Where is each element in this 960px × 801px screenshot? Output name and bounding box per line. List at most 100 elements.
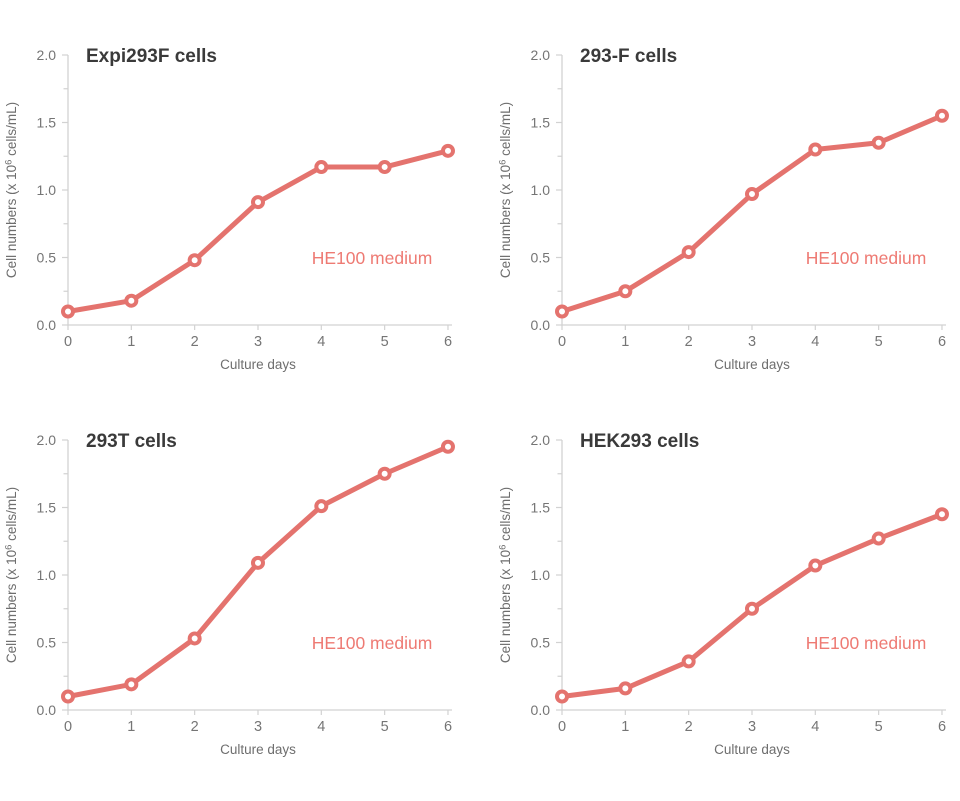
x-axis-title: Culture days [220, 357, 296, 372]
y-tick-labels: 0.0 0.5 1.0 1.5 2.0 [531, 47, 551, 333]
y-axis-title: Cell numbers (x 106 cells/mL) [4, 102, 20, 278]
y-tick-label: 1.5 [37, 499, 57, 515]
chart-title: 293T cells [86, 431, 177, 452]
y-tick-label: 0.5 [37, 634, 57, 650]
data-point [250, 195, 265, 210]
data-point [934, 507, 949, 522]
x-axis-title: Culture days [714, 357, 790, 372]
x-tick-label: 2 [191, 334, 199, 350]
x-tick-label: 1 [621, 719, 629, 735]
chart-panel-hek293: 0.0 0.5 1.0 1.5 2.0 0 1 2 3 4 5 6 Culture days Cell n… [494, 385, 960, 770]
chart-title: HEK293 cells [580, 431, 699, 452]
data-point [808, 558, 823, 573]
x-axis-title: Culture days [714, 742, 790, 757]
chart-panel-expi293f: 0.0 0.5 1.0 1.5 2.0 0 1 2 3 4 5 6 Culture days Cell n… [0, 0, 466, 385]
y-tick-label: 0.5 [531, 249, 551, 265]
x-tick-label: 1 [621, 334, 629, 350]
data-point [377, 466, 392, 481]
y-tick-label: 0.0 [37, 702, 57, 718]
y-tick-label: 2.0 [37, 432, 57, 448]
x-tick-label: 3 [254, 334, 262, 350]
x-tick-label: 4 [317, 334, 325, 350]
x-tick-label: 4 [811, 334, 819, 350]
data-points [61, 143, 455, 319]
y-axis-ticks [556, 54, 562, 326]
x-tick-label: 5 [381, 719, 389, 735]
y-axis-ticks [556, 439, 562, 711]
data-point [124, 293, 139, 308]
growth-chart-293f: 0.0 0.5 1.0 1.5 2.0 0 1 2 3 4 5 6 Culture days Cell n… [498, 46, 949, 372]
data-point [61, 304, 75, 319]
x-tick-label: 2 [685, 719, 693, 735]
y-tick-label: 1.5 [531, 499, 551, 515]
x-axis-ticks: 0 1 2 3 4 5 6 [64, 710, 452, 735]
data-point [681, 245, 696, 260]
x-axis-ticks: 0 1 2 3 4 5 6 [64, 325, 452, 350]
axis-lines [561, 440, 946, 711]
x-tick-label: 3 [254, 719, 262, 735]
data-point [440, 439, 455, 454]
data-point [440, 143, 455, 158]
y-tick-label: 0.5 [37, 249, 57, 265]
data-point [377, 160, 392, 175]
x-tick-label: 0 [64, 334, 72, 350]
y-tick-label: 2.0 [531, 47, 551, 63]
x-axis-title: Culture days [220, 742, 296, 757]
x-tick-label: 6 [444, 719, 452, 735]
data-point [618, 681, 633, 696]
data-point [744, 187, 759, 202]
data-point [808, 142, 823, 157]
x-tick-label: 6 [938, 719, 946, 735]
y-tick-label: 1.5 [37, 114, 57, 130]
axis-lines [67, 55, 452, 326]
x-tick-label: 1 [127, 334, 135, 350]
y-tick-label: 1.0 [531, 567, 551, 583]
y-tick-label: 1.0 [37, 567, 57, 583]
growth-chart-hek293: 0.0 0.5 1.0 1.5 2.0 0 1 2 3 4 5 6 Culture days Cell n… [498, 431, 949, 757]
y-tick-label: 1.0 [37, 182, 57, 198]
chart-title: 293-F cells [580, 46, 677, 67]
chart-panel-293f: 0.0 0.5 1.0 1.5 2.0 0 1 2 3 4 5 6 Culture days Cell n… [494, 0, 960, 385]
growth-chart-293t: 0.0 0.5 1.0 1.5 2.0 0 1 2 3 4 5 6 Culture days Cell n… [4, 431, 455, 757]
y-tick-label: 1.5 [531, 114, 551, 130]
data-point [871, 531, 886, 546]
data-point [124, 677, 139, 692]
y-tick-label: 0.0 [531, 317, 551, 333]
y-tick-label: 1.0 [531, 182, 551, 198]
x-tick-label: 3 [748, 719, 756, 735]
series-label-annotation: HE100 medium [806, 248, 927, 268]
growth-chart-expi293f: 0.0 0.5 1.0 1.5 2.0 0 1 2 3 4 5 6 Culture days Cell n… [4, 46, 455, 372]
x-tick-label: 4 [317, 719, 325, 735]
series-line [65, 148, 451, 314]
data-point [934, 108, 949, 123]
x-tick-label: 5 [875, 334, 883, 350]
data-point [61, 689, 75, 704]
data-point [681, 654, 696, 669]
data-point [314, 499, 329, 514]
axis-lines [67, 440, 452, 711]
x-tick-label: 1 [127, 719, 135, 735]
data-point [744, 601, 759, 616]
data-point [555, 689, 569, 704]
y-axis-title: Cell numbers (x 106 cells/mL) [4, 487, 20, 663]
data-point [250, 555, 265, 570]
series-label-annotation: HE100 medium [806, 633, 927, 653]
data-point [871, 135, 886, 150]
data-point [187, 631, 202, 646]
x-tick-label: 0 [558, 334, 566, 350]
data-point [555, 304, 569, 319]
x-tick-label: 2 [685, 334, 693, 350]
y-axis-ticks [62, 54, 68, 326]
x-tick-label: 3 [748, 334, 756, 350]
x-tick-label: 5 [381, 334, 389, 350]
chart-panel-293t: 0.0 0.5 1.0 1.5 2.0 0 1 2 3 4 5 6 Culture days Cell n… [0, 385, 466, 770]
data-point [314, 160, 329, 175]
series-label-annotation: HE100 medium [312, 633, 433, 653]
x-tick-label: 0 [558, 719, 566, 735]
x-tick-label: 0 [64, 719, 72, 735]
data-points [61, 439, 455, 704]
y-tick-label: 0.5 [531, 634, 551, 650]
y-tick-labels: 0.0 0.5 1.0 1.5 2.0 [37, 47, 57, 333]
series-label-annotation: HE100 medium [312, 248, 433, 268]
